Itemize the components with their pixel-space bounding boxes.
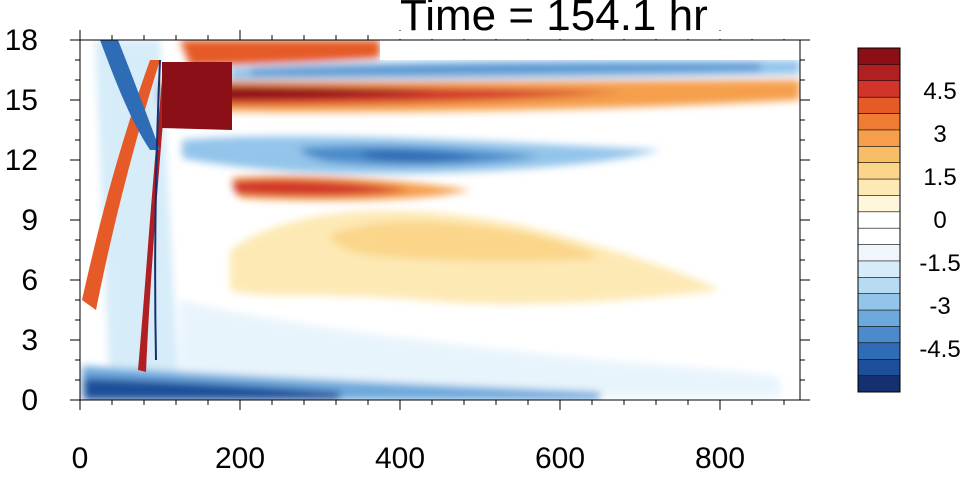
colorbar-segment	[858, 244, 900, 262]
top-red-band	[180, 40, 380, 66]
lower-pale-blue-region	[180, 300, 780, 396]
colorbar-segment	[858, 129, 900, 147]
mid-red-band-inner	[232, 179, 410, 196]
heatmap-field	[82, 40, 800, 400]
sharp-front-line	[154, 59, 161, 361]
colorbar-segment	[858, 146, 900, 163]
colorbar-segment	[858, 310, 900, 327]
colorbar-segment	[858, 359, 900, 376]
upper-blue-band-inner	[250, 64, 760, 75]
y-tick-label: 3	[21, 324, 38, 357]
colorbar-frame	[857, 47, 901, 393]
colorbar-segment	[858, 228, 900, 245]
colorbar-segment	[858, 64, 900, 82]
colorbar-label: -1.5	[919, 250, 960, 277]
colorbar-label: 3	[933, 121, 946, 148]
y-tick-label: 18	[5, 24, 38, 57]
y-tick-label: 6	[21, 264, 38, 297]
slanted-red-streak	[138, 62, 168, 372]
y-tick-label: 0	[21, 384, 38, 417]
title-mask	[380, 31, 800, 39]
colorbar-segment	[858, 80, 900, 98]
slanted-blue-streak	[100, 40, 160, 150]
colorbar-segment	[858, 342, 900, 360]
colorbar-label: -3	[929, 293, 950, 320]
axes: 0 200 400 600 800 0 3 6 9 12 15 18	[5, 24, 810, 475]
colorbar-segment	[858, 326, 900, 344]
y-tick-label: 12	[5, 144, 38, 177]
x-tick-label: 0	[72, 442, 89, 473]
x-tick-label: 400	[375, 442, 425, 473]
colorbar-segment	[858, 293, 900, 311]
colorbar-segment	[858, 277, 900, 295]
x-tick-label: 200	[215, 442, 265, 473]
x-tick-label: 600	[535, 442, 585, 473]
orange-patch	[330, 221, 600, 261]
y-tick-label: 9	[21, 204, 38, 237]
colorbar-segment	[858, 211, 900, 229]
colorbar-label: 4.5	[923, 78, 956, 105]
colorbar-segment	[858, 113, 900, 131]
top-right-blank	[380, 40, 800, 60]
colorbar-label: 1.5	[923, 164, 956, 191]
colorbar-segment	[858, 162, 900, 180]
colorbar-label: 0	[933, 207, 946, 234]
heatmap-soft-layer	[82, 40, 800, 400]
colorbar-segment	[858, 179, 900, 196]
y-tick-label: 15	[5, 84, 38, 117]
x-tick-label: 800	[695, 442, 745, 473]
colorbar-label: -4.5	[919, 336, 960, 363]
colorbar-segment	[858, 260, 900, 278]
colorbar-segment	[858, 375, 900, 393]
bottom-blue-band-core	[84, 378, 340, 400]
colorbar-segment	[858, 97, 900, 114]
colorbar-segment	[858, 195, 900, 213]
colorbar-segment	[858, 48, 900, 65]
red-block	[162, 62, 232, 130]
mid-blue-band-core	[360, 150, 480, 162]
colorbar: 4.5 3 1.5 0 -1.5 -3 -4.5	[857, 47, 961, 393]
